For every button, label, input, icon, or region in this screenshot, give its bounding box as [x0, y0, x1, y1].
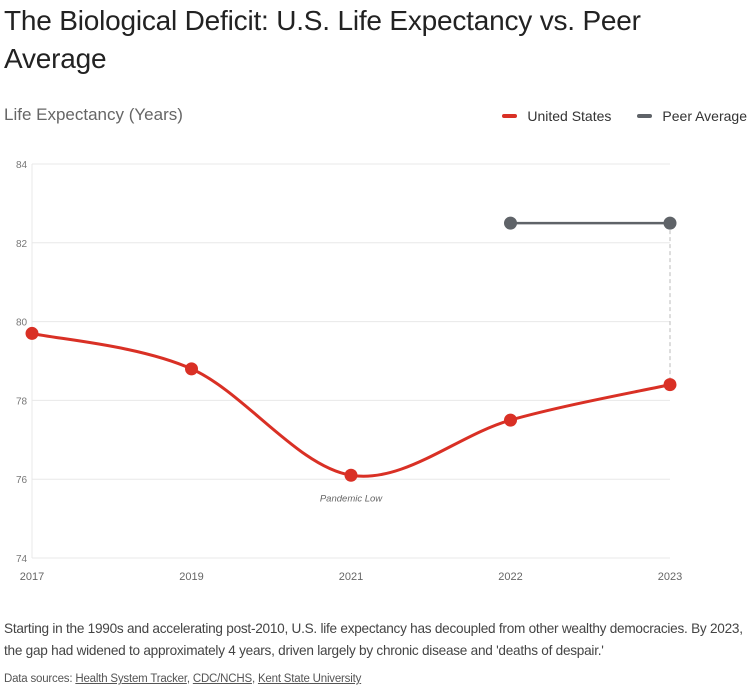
- data-point-united-states: [344, 468, 358, 482]
- data-point-united-states: [663, 378, 677, 392]
- sources-label: Data sources:: [4, 673, 73, 685]
- x-tick-label: 2023: [658, 571, 682, 583]
- data-point-united-states: [25, 326, 39, 340]
- legend-swatch-peer-average: [637, 114, 653, 118]
- x-tick-label: 2017: [20, 571, 44, 583]
- data-point-peer-average: [504, 216, 517, 230]
- x-tick-label: 2021: [339, 571, 363, 583]
- y-tick-label: 78: [16, 396, 28, 407]
- legend-item-united-states[interactable]: United States: [502, 108, 611, 124]
- data-point-peer-average: [663, 216, 677, 230]
- chart-description: Starting in the 1990s and accelerating p…: [4, 621, 743, 658]
- x-tick-label: 2019: [179, 571, 203, 583]
- annotation-pandemic-low: Pandemic Low: [320, 493, 383, 504]
- legend-label: Peer Average: [662, 108, 747, 124]
- y-tick-label: 84: [16, 160, 28, 171]
- data-point-united-states: [185, 362, 198, 376]
- source-link-health-system-tracker[interactable]: Health System Tracker: [75, 673, 187, 685]
- y-tick-label: 74: [16, 554, 28, 565]
- line-chart: 74 76 78 80 82 84 2017 2019 2021 2022 2023 Pandemic…: [16, 160, 682, 583]
- chart-title: The Biological Deficit: U.S. Life Expect…: [4, 5, 641, 74]
- legend-item-peer-average[interactable]: Peer Average: [637, 108, 747, 124]
- legend-swatch-united-states: [502, 114, 518, 118]
- series-line-united-states: [31, 331, 671, 478]
- source-link-cdc-nchs[interactable]: CDC/NCHS: [192, 673, 252, 685]
- y-tick-label: 82: [16, 239, 28, 250]
- legend-label: United States: [527, 108, 612, 124]
- x-tick-label: 2022: [498, 571, 522, 583]
- y-tick-label: 76: [16, 475, 28, 486]
- data-sources: Data sources: Health System Tracker, CDC…: [4, 673, 362, 685]
- y-tick-label: 80: [16, 318, 28, 329]
- y-axis-label: Life Expectancy (Years): [4, 105, 183, 124]
- data-point-united-states: [504, 413, 517, 427]
- legend: United States Peer Average: [502, 108, 747, 124]
- source-link-kent-state[interactable]: Kent State University: [257, 673, 362, 685]
